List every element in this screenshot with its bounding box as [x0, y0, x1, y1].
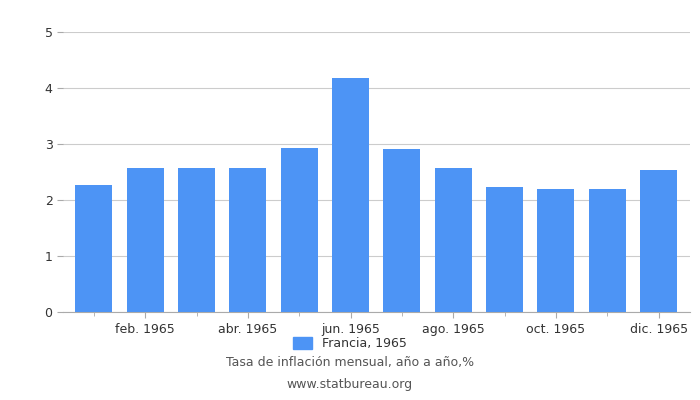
- Bar: [76, 185, 112, 312]
- Legend: Francia, 1965: Francia, 1965: [288, 332, 412, 355]
- Bar: [127, 168, 164, 312]
- Bar: [332, 78, 369, 312]
- Bar: [178, 168, 215, 312]
- Bar: [230, 168, 267, 312]
- Bar: [384, 149, 421, 312]
- Text: Tasa de inflación mensual, año a año,%: Tasa de inflación mensual, año a año,%: [226, 356, 474, 369]
- Bar: [281, 148, 318, 312]
- Bar: [486, 186, 523, 312]
- Bar: [640, 170, 677, 312]
- Bar: [538, 189, 575, 312]
- Bar: [435, 168, 472, 312]
- Bar: [589, 189, 626, 312]
- Text: www.statbureau.org: www.statbureau.org: [287, 378, 413, 391]
